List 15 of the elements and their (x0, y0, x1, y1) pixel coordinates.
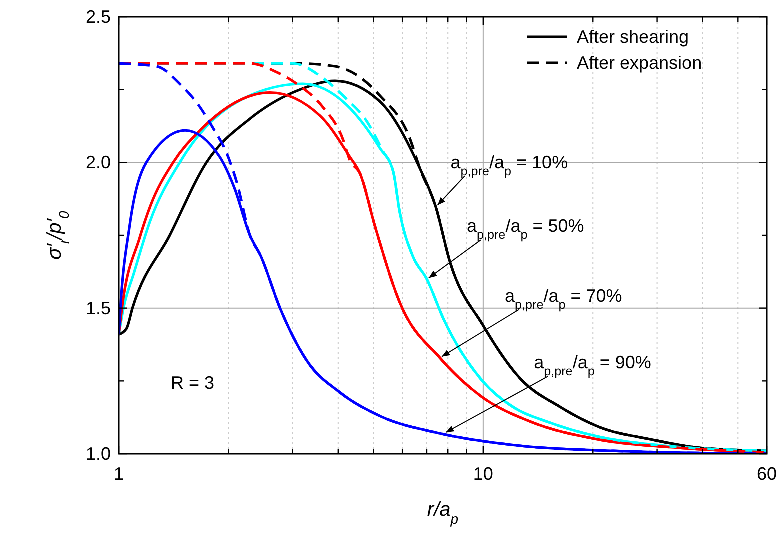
annotation: R = 3 (171, 373, 215, 393)
annotation: a$_{p,pre}$/a$_{p}$ = 50% (466, 216, 584, 242)
legend-label: After expansion (577, 53, 702, 73)
y-tick-label: 2.0 (86, 152, 111, 173)
x-tick-label: 10 (473, 464, 494, 484)
x-tick-label: 60 (756, 464, 778, 484)
x-tick-label: 1 (114, 464, 124, 484)
annotation: a$_{p,pre}$/a$_{p}$ = 70% (504, 286, 622, 312)
x-axis-title: r/a$_{p}$ (427, 499, 459, 527)
annotation: a$_{p,pre}$/a$_{p}$ = 10% (450, 152, 568, 178)
y-tick-label: 2.5 (86, 7, 111, 27)
legend-label: After shearing (577, 27, 690, 47)
y-tick-label: 1.0 (86, 444, 111, 464)
y-tick-label: 1.5 (86, 298, 111, 318)
annotation: a$_{p,pre}$/a$_{p}$ = 90% (534, 352, 652, 379)
